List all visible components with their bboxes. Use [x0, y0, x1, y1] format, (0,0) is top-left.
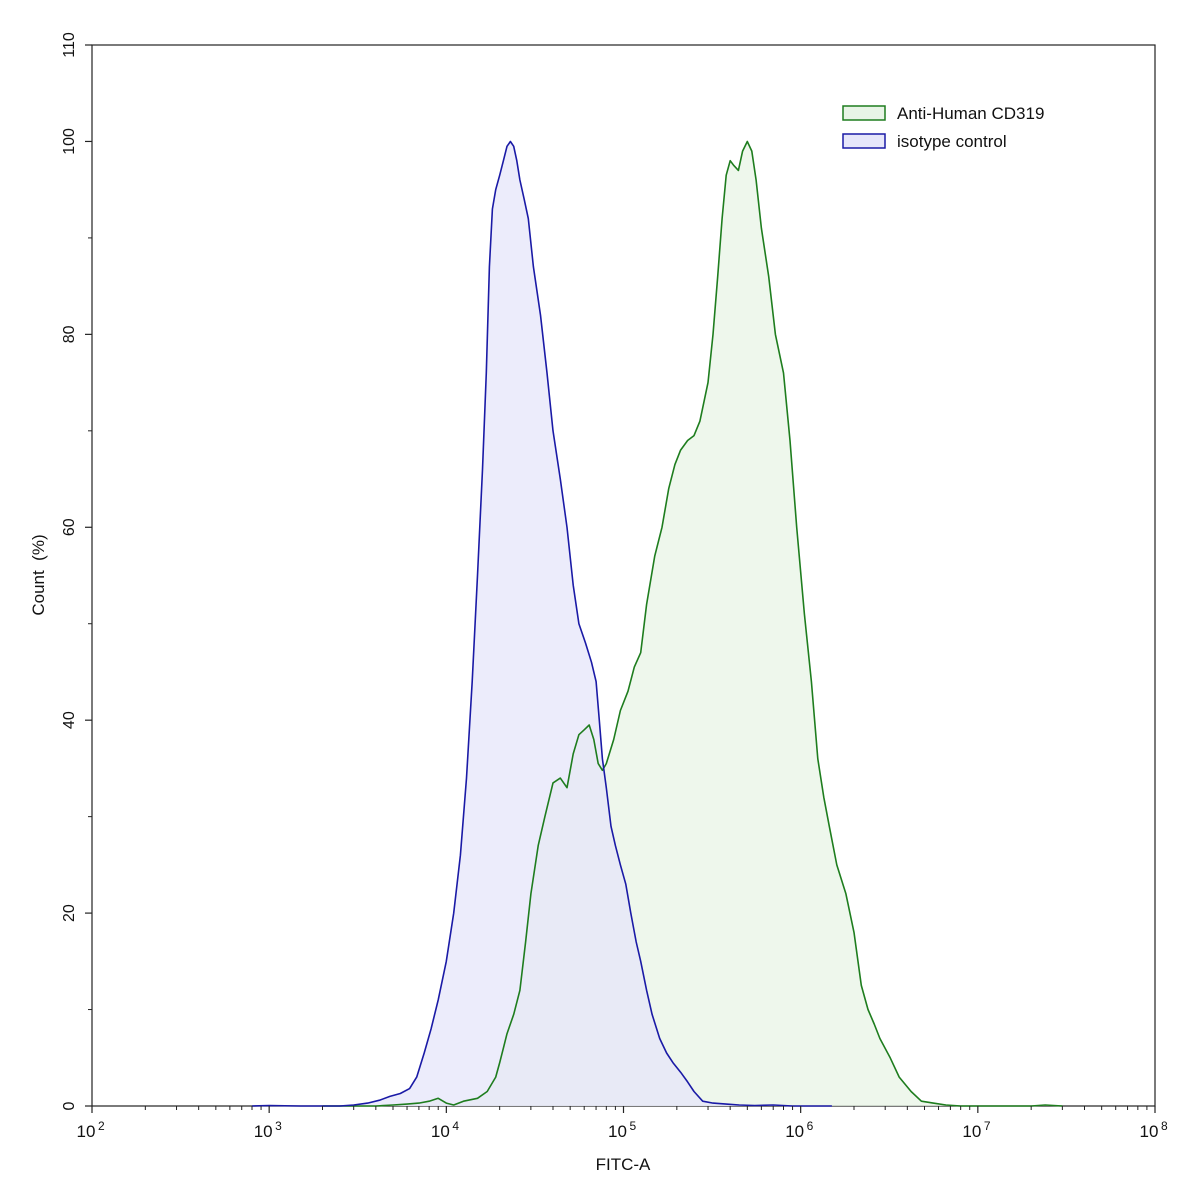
legend-swatch-isotype-control: [842, 133, 886, 149]
x-tick-label: 10: [608, 1122, 627, 1141]
x-tick-exponent: 3: [275, 1119, 282, 1133]
y-axis-ticks: 0 20 40 60 80 100 110: [61, 32, 92, 1110]
y-tick-label: 40: [61, 711, 78, 729]
x-tick-label: 10: [1140, 1122, 1159, 1141]
series-areas: [251, 140, 1063, 1107]
series-fill-isotype-control: [252, 141, 832, 1106]
y-tick-label: 60: [61, 518, 78, 536]
series-line-isotype-control: [251, 140, 832, 1107]
y-tick-label: 100: [61, 128, 78, 155]
y-tick-label: 20: [61, 904, 78, 922]
x-tick-label: 10: [254, 1122, 273, 1141]
legend: Anti-Human CD319 isotype control: [842, 104, 1044, 151]
x-tick-label: 10: [431, 1122, 450, 1141]
legend-label-anti-human-cd319: Anti-Human CD319: [897, 104, 1044, 123]
x-tick-exponent: 2: [98, 1119, 105, 1133]
x-axis-title: FITC-A: [596, 1155, 651, 1174]
legend-label-isotype-control: isotype control: [897, 132, 1007, 151]
x-tick-label: 10: [77, 1122, 96, 1141]
x-axis-ticks: 10 2 10 3 10 4 10 5 10 6 10 7 10 8: [77, 1106, 1168, 1141]
x-tick-exponent: 5: [630, 1119, 637, 1133]
x-tick-exponent: 8: [1161, 1119, 1168, 1133]
series-fill-anti-human-cd319: [322, 141, 1063, 1106]
x-tick-exponent: 4: [452, 1119, 459, 1133]
x-tick-label: 10: [962, 1122, 981, 1141]
legend-swatch-anti-human-cd319: [842, 105, 886, 121]
y-tick-label: 110: [61, 32, 78, 58]
y-tick-label: 80: [61, 325, 78, 343]
y-axis-title: Count (%): [29, 534, 48, 615]
x-tick-exponent: 7: [984, 1119, 991, 1133]
x-tick-label: 10: [785, 1122, 804, 1141]
y-tick-label: 0: [61, 1101, 78, 1110]
series-line-anti-human-cd319: [322, 140, 1063, 1107]
x-tick-exponent: 6: [807, 1119, 814, 1133]
